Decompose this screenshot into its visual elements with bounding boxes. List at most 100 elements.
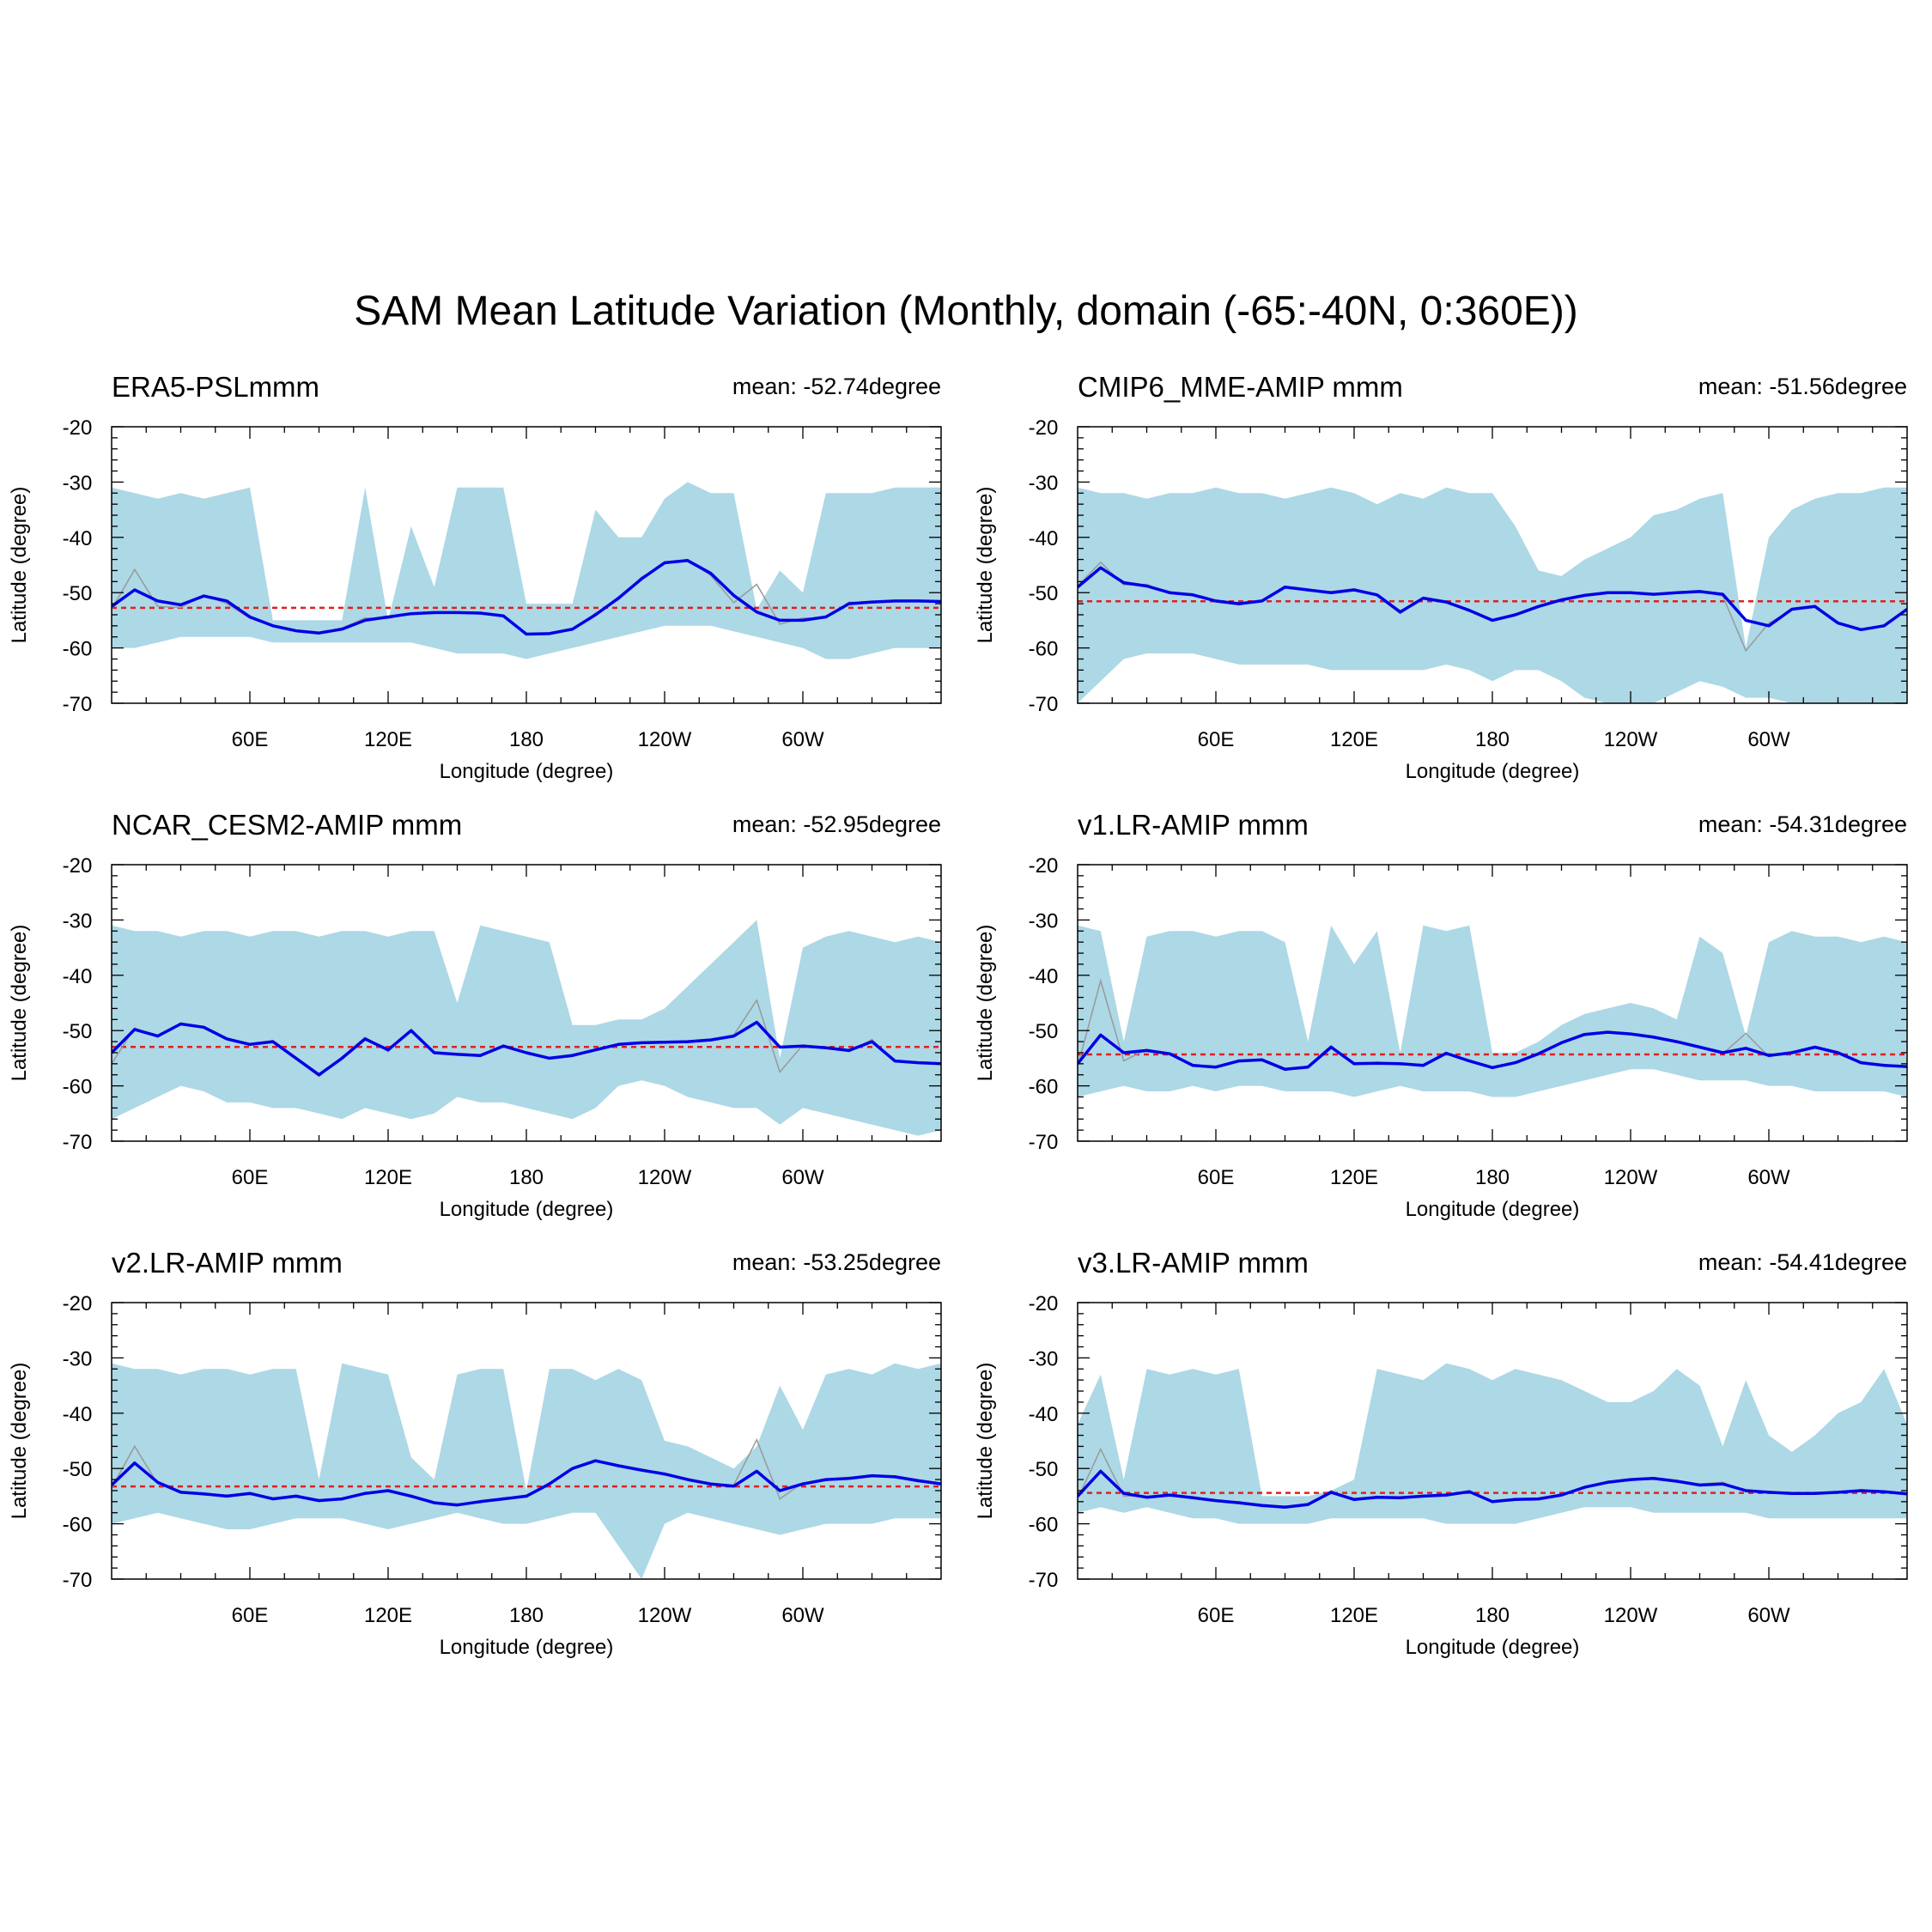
x-tick-label: 60E — [1198, 1166, 1235, 1189]
x-tick-label: 60W — [1747, 1166, 1790, 1189]
y-tick-label: -30 — [1029, 1347, 1059, 1370]
y-tick-label: -30 — [63, 1347, 93, 1370]
x-tick-label: 180 — [1475, 1166, 1510, 1189]
x-tick-label: 120W — [638, 1166, 692, 1189]
panel-title: v3.LR-AMIP mmm — [1078, 1247, 1309, 1279]
plot-area — [1078, 925, 1907, 1097]
y-tick-label: -40 — [1029, 965, 1059, 988]
figure-title: SAM Mean Latitude Variation (Monthly, do… — [354, 289, 1578, 334]
y-tick-label: -60 — [63, 638, 93, 661]
x-tick-label: 60E — [232, 1166, 269, 1189]
panel-title: v1.LR-AMIP mmm — [1078, 809, 1309, 841]
panel-mean-label: mean: -54.41degree — [1698, 1249, 1907, 1275]
x-tick-label: 180 — [1475, 1604, 1510, 1627]
plot-area — [1078, 487, 1907, 703]
y-tick-label: -50 — [1029, 1020, 1059, 1043]
panel-title: ERA5-PSLmmm — [112, 371, 319, 403]
y-tick-label: -20 — [1029, 1292, 1059, 1315]
chart-panel: -20 -30 -40 -50 -60 -70 60E 120E 180 120W 60W Longi… — [8, 371, 942, 783]
x-tick-label: 60E — [232, 728, 269, 751]
spread-band — [1078, 925, 1907, 1097]
chart-panel: -20 -30 -40 -50 -60 -70 60E 120E 180 120W 60W Longi… — [974, 1247, 1908, 1659]
y-tick-label: -60 — [1029, 1514, 1059, 1537]
x-axis-label: Longitude (degree) — [1406, 1636, 1580, 1659]
y-tick-label: -60 — [63, 1076, 93, 1099]
smoothed-series-line — [112, 1020, 941, 1077]
panel-mean-label: mean: -53.25degree — [732, 1249, 941, 1275]
y-tick-label: -60 — [63, 1514, 93, 1537]
x-tick-label: 120W — [1604, 728, 1658, 751]
x-tick-label: 60W — [781, 728, 824, 751]
x-tick-label: 60E — [1198, 728, 1235, 751]
panel-title: CMIP6_MME-AMIP mmm — [1078, 371, 1403, 403]
y-tick-label: -60 — [1029, 1076, 1059, 1099]
x-tick-label: 180 — [1475, 728, 1510, 751]
x-tick-label: 60E — [1198, 1604, 1235, 1627]
x-tick-label: 180 — [509, 1166, 544, 1189]
x-tick-label: 120E — [364, 728, 412, 751]
y-tick-label: -40 — [63, 1403, 93, 1426]
y-tick-label: -30 — [63, 471, 93, 495]
y-tick-label: -40 — [63, 965, 93, 988]
panel-mean-label: mean: -52.74degree — [732, 374, 941, 399]
chart-panel: -20 -30 -40 -50 -60 -70 60E 120E 180 120W 60W Longi… — [974, 371, 1908, 783]
x-tick-label: 180 — [509, 1604, 544, 1627]
x-axis-label: Longitude (degree) — [1406, 760, 1580, 783]
chart-panel: -20 -30 -40 -50 -60 -70 60E 120E 180 120W 60W Longi… — [974, 809, 1908, 1221]
spread-band — [1078, 487, 1907, 703]
x-axis-label: Longitude (degree) — [440, 760, 614, 783]
x-tick-label: 120W — [1604, 1604, 1658, 1627]
y-tick-label: -20 — [63, 1292, 93, 1315]
y-tick-label: -30 — [63, 909, 93, 933]
plot-area — [1078, 1363, 1907, 1524]
y-tick-label: -50 — [63, 1020, 93, 1043]
y-tick-label: -70 — [63, 1569, 93, 1592]
x-tick-label: 120W — [638, 728, 692, 751]
x-tick-label: 120E — [1330, 728, 1378, 751]
chart-panel: -20 -30 -40 -50 -60 -70 60E 120E 180 120W 60W Longi… — [8, 1247, 942, 1659]
smoothed-series-line — [112, 559, 941, 636]
plot-area — [112, 1363, 941, 1579]
x-tick-label: 120E — [1330, 1166, 1378, 1189]
x-tick-label: 60W — [1747, 728, 1790, 751]
y-tick-label: -20 — [1029, 854, 1059, 878]
smoothed-series-line — [1078, 566, 1907, 632]
panel-title: NCAR_CESM2-AMIP mmm — [112, 809, 462, 841]
y-tick-label: -20 — [63, 416, 93, 440]
y-tick-label: -50 — [1029, 1458, 1059, 1481]
y-tick-label: -30 — [1029, 471, 1059, 495]
x-tick-label: 180 — [509, 728, 544, 751]
y-tick-label: -20 — [1029, 416, 1059, 440]
plot-area — [112, 482, 941, 659]
y-tick-label: -40 — [1029, 527, 1059, 550]
x-tick-label: 120W — [1604, 1166, 1658, 1189]
x-axis-label: Longitude (degree) — [440, 1198, 614, 1221]
smoothed-series-line — [1078, 1030, 1907, 1072]
y-tick-label: -60 — [1029, 638, 1059, 661]
y-tick-label: -30 — [1029, 909, 1059, 933]
chart-panel: -20 -30 -40 -50 -60 -70 60E 120E 180 120W 60W Longi… — [8, 809, 942, 1221]
y-axis-label: Latitude (degree) — [974, 487, 997, 644]
x-tick-label: 60E — [232, 1604, 269, 1627]
y-tick-label: -70 — [63, 1131, 93, 1154]
panel-mean-label: mean: -52.95degree — [732, 811, 941, 837]
panel-grid: -20 -30 -40 -50 -60 -70 60E 120E 180 120W 60W Longi… — [8, 371, 1908, 1659]
y-tick-label: -70 — [1029, 1569, 1059, 1592]
y-axis-label: Latitude (degree) — [8, 925, 31, 1082]
x-tick-label: 120E — [1330, 1604, 1378, 1627]
y-tick-label: -50 — [1029, 582, 1059, 605]
panel-mean-label: mean: -54.31degree — [1698, 811, 1907, 837]
x-tick-label: 120E — [364, 1604, 412, 1627]
spread-band — [112, 482, 941, 659]
smoothed-series-line — [112, 1459, 941, 1507]
y-axis-label: Latitude (degree) — [974, 925, 997, 1082]
y-tick-label: -50 — [63, 582, 93, 605]
panel-mean-label: mean: -51.56degree — [1698, 374, 1907, 399]
spread-band — [112, 920, 941, 1136]
x-tick-label: 60W — [781, 1604, 824, 1627]
x-tick-label: 120E — [364, 1166, 412, 1189]
smoothed-series-line — [1078, 1469, 1907, 1510]
x-tick-label: 120W — [638, 1604, 692, 1627]
y-tick-label: -70 — [63, 693, 93, 716]
